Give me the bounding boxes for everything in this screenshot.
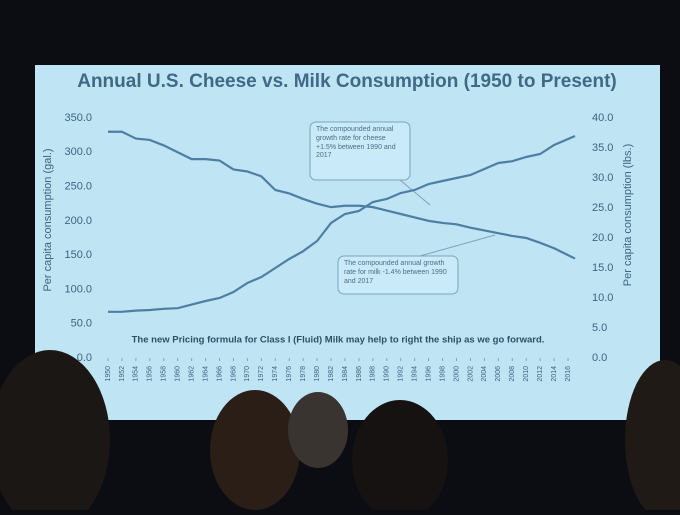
y-tick-label: 50.0	[71, 318, 92, 330]
x-tick-label: 1994	[412, 366, 419, 382]
head	[210, 390, 300, 510]
y-axis-label: Per capita consumption (gal.)	[42, 148, 54, 291]
data-line	[108, 130, 576, 260]
annotation-box	[337, 255, 459, 295]
x-tick-label: 1998	[439, 366, 446, 382]
y-tick-label: 300.0	[64, 146, 92, 158]
annotation-pointer	[399, 179, 431, 206]
annotation: The compounded annual growth rate for mi…	[344, 260, 447, 285]
x-tick-label: 1974	[272, 366, 279, 382]
y2-tick-label: 15.0	[592, 262, 613, 274]
x-tick-label: 1986	[356, 366, 363, 382]
x-tick-label: 1968	[230, 366, 237, 382]
y2-tick-label: 20.0	[592, 232, 613, 244]
x-tick-label: 2014	[551, 366, 558, 382]
x-tick-label: 1952	[119, 366, 126, 382]
annotation-box	[309, 121, 411, 181]
x-tick-label: 1978	[300, 366, 307, 382]
x-tick-label: 1988	[370, 366, 377, 382]
x-tick-label: 1966	[216, 366, 223, 382]
y-tick-label: 150.0	[64, 249, 92, 261]
x-tick-label: 2012	[537, 366, 544, 382]
x-tick-label: 1996	[425, 366, 432, 382]
x-tick-label: 2004	[481, 366, 488, 382]
x-tick-label: 1954	[133, 366, 140, 382]
x-tick-label: 2006	[495, 366, 502, 382]
head	[288, 392, 348, 468]
x-tick-label: 1958	[161, 366, 168, 382]
x-tick-label: 1962	[188, 366, 195, 382]
y-tick-label: 100.0	[64, 283, 92, 295]
y2-tick-label: 35.0	[592, 142, 613, 154]
y2-tick-label: 10.0	[592, 292, 613, 304]
y-tick-label: 0.0	[77, 352, 92, 364]
y2-tick-label: 40.0	[592, 112, 613, 124]
x-tick-label: 2002	[467, 366, 474, 382]
y2-tick-label: 25.0	[592, 202, 613, 214]
head	[0, 350, 110, 515]
data-line	[108, 134, 576, 313]
y2-tick-label: 0.0	[592, 352, 607, 364]
x-tick-label: 1960	[175, 366, 182, 382]
annotation-pointer	[419, 234, 496, 257]
footnote: The new Pricing formula for Class I (Flu…	[132, 335, 545, 346]
x-tick-label: 1976	[286, 366, 293, 382]
x-tick-label: 1982	[328, 366, 335, 382]
x-tick-label: 2016	[565, 366, 572, 382]
chart-title: Annual U.S. Cheese vs. Milk Consumption …	[77, 71, 617, 92]
head	[352, 400, 448, 515]
y2-tick-label: 5.0	[592, 322, 607, 334]
x-tick-label: 1984	[342, 366, 349, 382]
x-tick-label: 2008	[509, 366, 516, 382]
x-tick-label: 1970	[244, 366, 251, 382]
x-tick-label: 2000	[453, 366, 460, 382]
annotation-text: The compounded annual growth rate for ch…	[316, 126, 396, 160]
x-tick-label: 1980	[314, 366, 321, 382]
x-tick-label: 1992	[398, 366, 405, 382]
x-tick-label: 1950	[105, 366, 112, 382]
y-tick-label: 350.0	[64, 112, 92, 124]
y2-axis-label: Per capita consumption (lbs.)	[622, 144, 634, 286]
x-tick-label: 1964	[202, 366, 209, 382]
x-tick-label: 1972	[258, 366, 265, 382]
x-tick-label: 2010	[523, 366, 530, 382]
x-tick-label: 1990	[384, 366, 391, 382]
annotation-text: The compounded annual growth rate for mi…	[344, 260, 447, 285]
head	[625, 360, 680, 515]
annotation: The compounded annual growth rate for ch…	[316, 126, 396, 160]
y-tick-label: 200.0	[64, 215, 92, 227]
audience	[0, 350, 680, 515]
x-tick-label: 1956	[147, 366, 154, 382]
y-tick-label: 250.0	[64, 180, 92, 192]
y2-tick-label: 30.0	[592, 172, 613, 184]
